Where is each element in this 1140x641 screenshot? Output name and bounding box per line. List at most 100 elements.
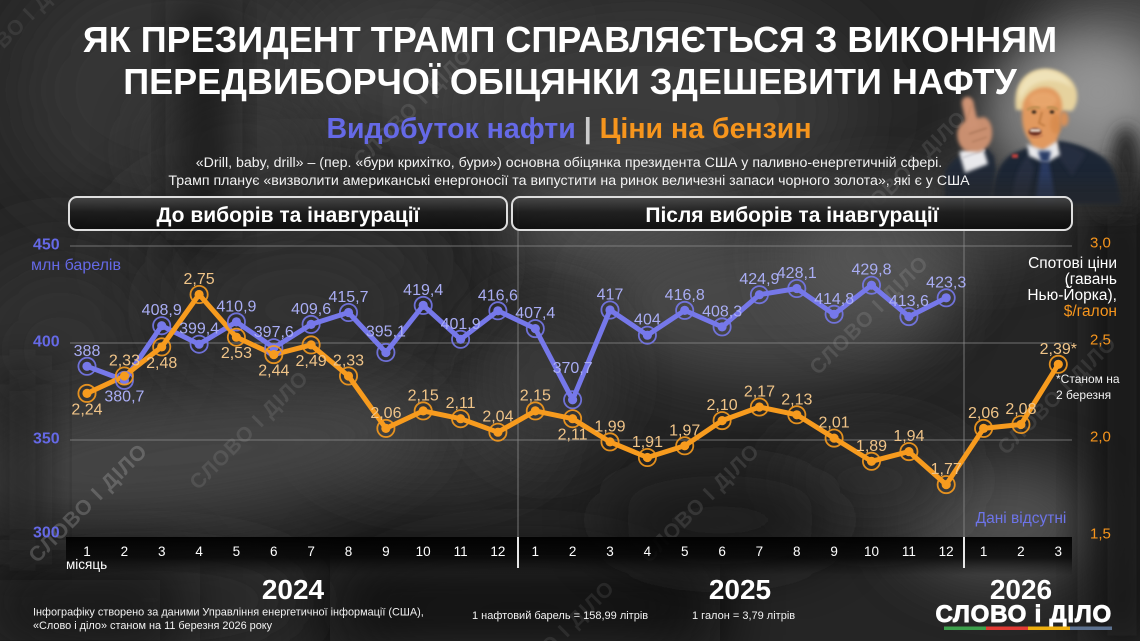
svg-text:2: 2 (1017, 544, 1025, 559)
svg-text:2025: 2025 (709, 574, 771, 605)
svg-text:ЯК ПРЕЗИДЕНТ ТРАМП СПРАВЛЯЄТЬС: ЯК ПРЕЗИДЕНТ ТРАМП СПРАВЛЯЄТЬСЯ З ВИКОНН… (83, 19, 1057, 60)
svg-text:«Слово і діло» станом на 11 бе: «Слово і діло» станом на 11 березня 2026… (33, 620, 273, 632)
svg-text:2,04: 2,04 (482, 409, 513, 426)
svg-text:11: 11 (902, 544, 916, 559)
svg-text:9: 9 (830, 544, 838, 559)
svg-text:428,1: 428,1 (777, 265, 817, 282)
svg-text:300: 300 (33, 525, 60, 542)
svg-text:СЛОВО і ДІЛО: СЛОВО і ДІЛО (935, 601, 1112, 628)
svg-text:8: 8 (345, 544, 353, 559)
svg-text:424,9: 424,9 (739, 271, 779, 288)
svg-text:380,7: 380,7 (104, 388, 144, 405)
svg-text:404: 404 (634, 312, 661, 329)
svg-text:2,48: 2,48 (146, 355, 177, 372)
svg-text:400: 400 (33, 334, 60, 351)
svg-text:6: 6 (270, 544, 278, 559)
svg-text:1 нафтовий барель = 158,99 літ: 1 нафтовий барель = 158,99 літрів (472, 610, 648, 622)
svg-text:4: 4 (644, 544, 652, 559)
svg-text:1,5: 1,5 (1090, 526, 1111, 543)
svg-text:2,06: 2,06 (370, 405, 401, 422)
svg-text:1,77: 1,77 (931, 461, 962, 478)
svg-text:401,9: 401,9 (441, 316, 481, 333)
svg-text:2,15: 2,15 (408, 387, 439, 404)
svg-text:2,39*: 2,39* (1040, 341, 1077, 358)
svg-text:Нью-Йорка),: Нью-Йорка), (1027, 286, 1117, 304)
svg-text:419,4: 419,4 (403, 282, 443, 299)
svg-text:2,13: 2,13 (781, 391, 812, 408)
svg-text:1: 1 (83, 544, 91, 559)
svg-text:2024: 2024 (262, 574, 325, 605)
svg-text:11: 11 (454, 544, 468, 559)
svg-text:2,24: 2,24 (71, 401, 102, 418)
svg-text:місяць: місяць (66, 557, 107, 572)
svg-text:410,9: 410,9 (216, 298, 256, 315)
svg-text:409,6: 409,6 (291, 301, 331, 318)
svg-text:(гавань: (гавань (1065, 271, 1117, 288)
svg-text:414,8: 414,8 (814, 291, 854, 308)
svg-text:6: 6 (718, 544, 726, 559)
svg-text:2,08: 2,08 (1005, 401, 1036, 418)
svg-text:417: 417 (597, 287, 624, 304)
svg-text:1,97: 1,97 (669, 422, 700, 439)
svg-text:12: 12 (939, 544, 954, 559)
svg-text:416,6: 416,6 (478, 287, 518, 304)
svg-text:10: 10 (864, 544, 879, 559)
svg-text:«Drill, baby, drill» – (пер. «: «Drill, baby, drill» – (пер. «бури крихі… (196, 155, 942, 171)
svg-text:2: 2 (121, 544, 129, 559)
svg-text:429,8: 429,8 (851, 262, 891, 279)
svg-text:2,10: 2,10 (707, 397, 738, 414)
svg-text:2,5: 2,5 (1090, 332, 1111, 349)
svg-text:7: 7 (756, 544, 764, 559)
svg-text:416,8: 416,8 (665, 287, 705, 304)
svg-text:12: 12 (490, 544, 505, 559)
svg-text:2: 2 (569, 544, 577, 559)
svg-text:2 березня: 2 березня (1056, 388, 1111, 402)
svg-text:395,1: 395,1 (366, 324, 406, 341)
svg-text:$/галон: $/галон (1064, 303, 1117, 320)
svg-text:1,89: 1,89 (856, 438, 887, 455)
svg-text:3: 3 (1055, 544, 1063, 559)
svg-text:2,11: 2,11 (446, 395, 476, 412)
svg-text:2,75: 2,75 (184, 271, 215, 288)
svg-text:2,44: 2,44 (258, 363, 289, 380)
svg-text:Після виборів та інавгурації: Після виборів та інавгурації (645, 204, 939, 227)
svg-text:9: 9 (382, 544, 390, 559)
svg-text:1: 1 (980, 544, 988, 559)
svg-text:388: 388 (74, 343, 101, 360)
svg-text:1,99: 1,99 (594, 418, 625, 435)
svg-text:413,6: 413,6 (889, 293, 929, 310)
svg-text:млн барелів: млн барелів (31, 257, 121, 274)
svg-text:2,15: 2,15 (520, 387, 551, 404)
svg-text:370,7: 370,7 (553, 360, 593, 377)
svg-text:2026: 2026 (990, 574, 1052, 605)
svg-text:4: 4 (195, 544, 203, 559)
svg-text:2,17: 2,17 (744, 384, 775, 401)
svg-text:5: 5 (681, 544, 689, 559)
svg-text:10: 10 (416, 544, 431, 559)
svg-text:2,53: 2,53 (221, 345, 252, 362)
svg-text:2,49: 2,49 (296, 353, 327, 370)
svg-text:1 галон = 3,79 літрів: 1 галон = 3,79 літрів (692, 610, 795, 622)
svg-text:408,3: 408,3 (702, 303, 742, 320)
svg-text:2,33: 2,33 (109, 353, 140, 370)
svg-text:2,11: 2,11 (558, 427, 588, 444)
svg-text:2,06: 2,06 (968, 405, 999, 422)
svg-text:*Станом на: *Станом на (1056, 372, 1120, 386)
svg-text:1,91: 1,91 (632, 434, 663, 451)
svg-text:3: 3 (158, 544, 166, 559)
svg-text:Спотові ціни: Спотові ціни (1028, 255, 1117, 272)
svg-text:407,4: 407,4 (515, 305, 555, 322)
svg-text:Інфографіку створено за даними: Інфографіку створено за даними Управлінн… (33, 607, 424, 619)
svg-text:2,33: 2,33 (333, 353, 364, 370)
svg-text:415,7: 415,7 (328, 289, 368, 306)
svg-text:423,3: 423,3 (926, 274, 966, 291)
svg-text:1: 1 (532, 544, 540, 559)
svg-text:2,01: 2,01 (819, 415, 850, 432)
svg-text:7: 7 (307, 544, 315, 559)
svg-text:1,94: 1,94 (893, 428, 924, 445)
svg-text:До виборів та інавгурації: До виборів та інавгурації (156, 204, 420, 227)
svg-text:Видобуток нафти | Ціни на бенз: Видобуток нафти | Ціни на бензин (326, 113, 811, 145)
svg-text:350: 350 (33, 431, 60, 448)
svg-text:399,4: 399,4 (179, 321, 219, 338)
svg-text:3: 3 (606, 544, 614, 559)
